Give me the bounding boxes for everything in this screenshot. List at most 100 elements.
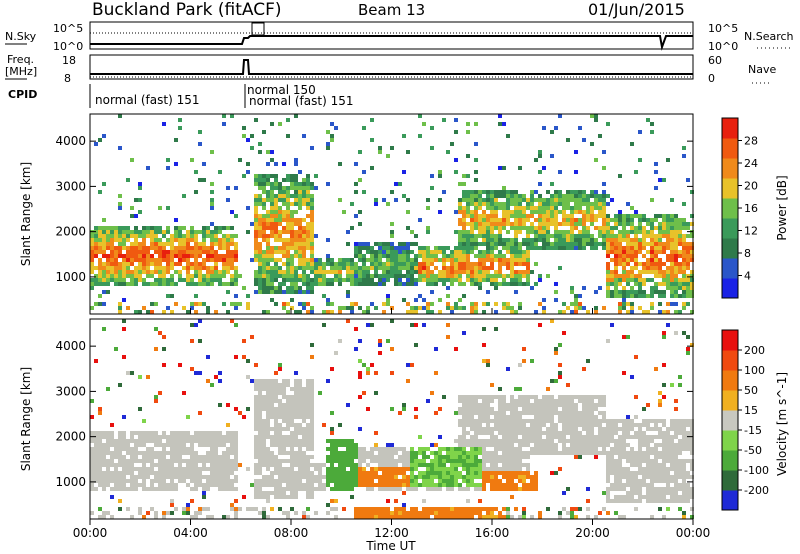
power-cell — [546, 226, 550, 230]
velocity-cell — [142, 471, 146, 475]
velocity-cell — [262, 431, 266, 435]
velocity-cell — [314, 463, 318, 467]
velocity-cell — [326, 447, 330, 451]
velocity-cell — [370, 475, 374, 479]
velocity-cell — [298, 455, 302, 459]
velocity-cell — [582, 423, 586, 427]
power-cell — [294, 266, 298, 270]
velocity-cell — [394, 447, 398, 451]
velocity-cell — [530, 419, 534, 423]
velocity-cell — [506, 487, 510, 491]
power-cell — [566, 234, 570, 238]
power-cell — [578, 202, 582, 206]
velocity-cell — [454, 447, 458, 451]
velocity-cell — [334, 515, 338, 519]
power-cell — [626, 274, 630, 278]
power-cell — [226, 266, 230, 270]
velocity-cell — [290, 419, 294, 423]
power-cell — [290, 222, 294, 226]
power-cell — [230, 258, 234, 262]
velocity-cell — [402, 407, 406, 411]
velocity-cell — [458, 407, 462, 411]
power-cell — [266, 210, 270, 214]
velocity-cell — [430, 463, 434, 467]
power-cell — [546, 274, 550, 278]
velocity-cell — [334, 447, 338, 451]
power-cell — [226, 198, 230, 202]
power-cell — [502, 166, 506, 170]
power-cell — [542, 298, 546, 302]
power-cell — [270, 202, 274, 206]
power-cell — [514, 214, 518, 218]
power-cell — [406, 270, 410, 274]
velocity-cell — [502, 455, 506, 459]
power-cell — [238, 158, 242, 162]
power-cell — [690, 258, 694, 262]
velocity-cell — [578, 431, 582, 435]
power-cell — [122, 238, 126, 242]
power-cell — [474, 254, 478, 258]
power-cell — [150, 242, 154, 246]
power-cell — [158, 206, 162, 210]
velocity-cell — [90, 447, 94, 451]
velocity-cell — [210, 463, 214, 467]
velocity-cell — [222, 487, 226, 491]
power-cell — [462, 258, 466, 262]
velocity-cell — [90, 487, 94, 491]
velocity-cell — [582, 427, 586, 431]
power-cell — [130, 214, 134, 218]
velocity-cell — [450, 459, 454, 463]
velocity-cell — [606, 511, 610, 515]
velocity-cell — [494, 435, 498, 439]
power-cell — [686, 254, 690, 258]
power-cell — [138, 250, 142, 254]
velocity-cell — [274, 467, 278, 471]
velocity-cell — [142, 431, 146, 435]
velocity-cell — [614, 423, 618, 427]
power-cell — [682, 302, 686, 306]
power-cell — [566, 198, 570, 202]
velocity-cell — [230, 463, 234, 467]
power-cell — [290, 286, 294, 290]
velocity-cell — [114, 463, 118, 467]
velocity-cell — [550, 319, 554, 323]
velocity-cell — [586, 515, 590, 519]
velocity-cell — [570, 427, 574, 431]
power-cell — [502, 242, 506, 246]
velocity-cell — [110, 459, 114, 463]
power-cell — [514, 310, 518, 314]
power-cell — [494, 278, 498, 282]
velocity-cell — [490, 455, 494, 459]
velocity-cell — [110, 435, 114, 439]
velocity-cell — [558, 511, 562, 515]
power-cell — [138, 274, 142, 278]
power-cell — [326, 142, 330, 146]
velocity-cell — [118, 435, 122, 439]
velocity-cell — [618, 451, 622, 455]
power-cell — [638, 246, 642, 250]
power-cell — [486, 202, 490, 206]
velocity-cell — [126, 443, 130, 447]
power-cell — [470, 202, 474, 206]
velocity-cell — [310, 435, 314, 439]
velocity-cell — [590, 439, 594, 443]
power-cell — [610, 226, 614, 230]
velocity-cell — [214, 451, 218, 455]
power-cell — [518, 306, 522, 310]
velocity-cell — [306, 435, 310, 439]
velocity-cell — [582, 403, 586, 407]
velocity-cell — [90, 399, 94, 403]
velocity-cell — [294, 439, 298, 443]
velocity-cell — [614, 439, 618, 443]
power-cell — [234, 242, 238, 246]
power-cell — [466, 242, 470, 246]
velocity-cell — [426, 487, 430, 491]
power-cell — [582, 138, 586, 142]
power-cell — [370, 138, 374, 142]
power-cell — [262, 270, 266, 274]
velocity-cell — [550, 435, 554, 439]
velocity-cell — [258, 447, 262, 451]
power-cell — [538, 302, 542, 306]
power-cell — [162, 242, 166, 246]
power-cell — [114, 250, 118, 254]
